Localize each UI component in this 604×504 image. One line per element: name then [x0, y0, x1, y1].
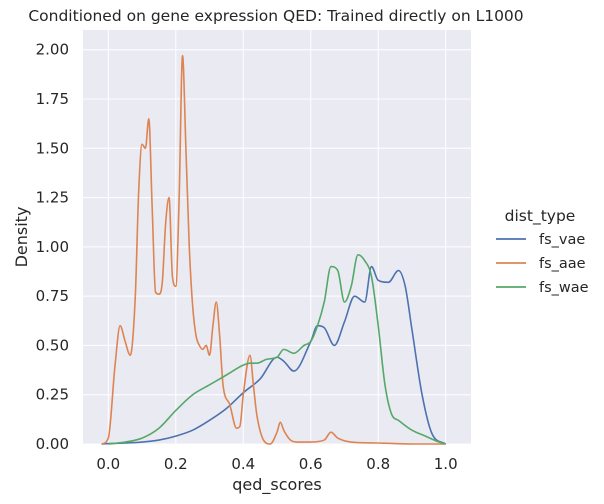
series-layer	[101, 54, 447, 445]
x-axis-label: qed_scores	[232, 475, 321, 495]
x-tick-label: 0.6	[299, 455, 323, 473]
y-tick-label: 1.75	[36, 90, 69, 108]
y-tick-label: 2.00	[36, 41, 69, 59]
y-tick-label: 0.00	[36, 435, 69, 453]
legend-title: dist_type	[505, 207, 576, 226]
series-line-fs_aae	[101, 54, 446, 445]
legend-label: fs_aae	[539, 256, 586, 272]
legend-label: fs_wae	[539, 280, 589, 296]
x-tick-label: 1.0	[434, 455, 458, 473]
series-line-fs_wae	[108, 253, 446, 445]
chart-title: Conditioned on gene expression QED: Trai…	[28, 7, 523, 25]
y-tick-label: 1.00	[36, 238, 69, 256]
y-axis-ticks: 0.00 0.25 0.50 0.75 1.00 1.25 1.50 1.75 2.00	[36, 41, 69, 453]
y-tick-label: 0.75	[36, 287, 69, 305]
y-tick-label: 1.50	[36, 139, 69, 157]
x-tick-label: 0.2	[164, 455, 188, 473]
plot-area	[83, 30, 471, 444]
y-tick-label: 1.25	[36, 189, 69, 207]
y-tick-label: 0.50	[36, 336, 69, 354]
x-tick-label: 0.4	[231, 455, 255, 473]
series-line-fs_vae	[101, 265, 447, 445]
legend: dist_type fs_vae fs_aae fs_wae	[496, 207, 589, 296]
x-tick-label: 0.0	[96, 455, 120, 473]
y-tick-label: 0.25	[36, 386, 69, 404]
y-axis-label: Density	[12, 207, 31, 268]
x-axis-ticks: 0.0 0.2 0.4 0.6 0.8 1.0	[96, 455, 457, 473]
x-tick-label: 0.8	[366, 455, 390, 473]
legend-label: fs_vae	[539, 232, 585, 248]
grid-lines	[83, 30, 471, 445]
